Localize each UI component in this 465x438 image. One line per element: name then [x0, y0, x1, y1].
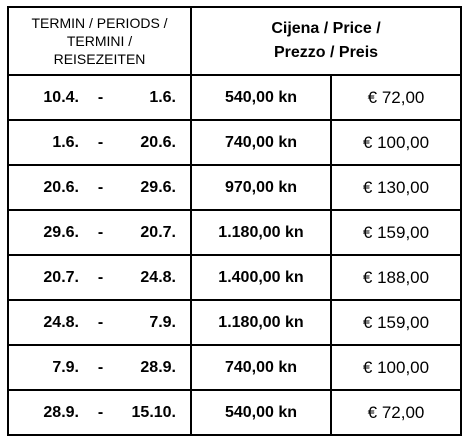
price-kn-cell: 1.180,00 kn: [190, 299, 332, 346]
price-kn-cell: 1.400,00 kn: [190, 254, 332, 301]
period-separator: -: [97, 133, 104, 151]
price-kn-cell: 540,00 kn: [190, 74, 332, 121]
period-cell: 7.9. - 28.9.: [7, 344, 192, 391]
period-end: 7.9.: [149, 313, 176, 331]
period-end: 20.6.: [140, 133, 176, 151]
period-separator: -: [97, 358, 104, 376]
price-column-header: Cijena / Price / Prezzo / Preis: [189, 6, 463, 76]
period-cell: 28.9. - 15.10.: [7, 389, 192, 436]
period-end: 24.8.: [140, 268, 176, 286]
price-header-line: Prezzo / Preis: [273, 44, 379, 61]
price-kn-cell: 1.180,00 kn: [190, 209, 332, 256]
price-eur-cell: € 100,00: [329, 344, 463, 391]
period-cell: 10.4. - 1.6.: [7, 74, 192, 121]
period-start: 7.9.: [52, 358, 79, 376]
table-row: 1.6. - 20.6. 740,00 kn € 100,00: [7, 119, 463, 166]
period-cell: 1.6. - 20.6.: [7, 119, 192, 166]
price-eur-cell: € 100,00: [329, 119, 463, 166]
period-start: 20.6.: [43, 178, 79, 196]
period-header-line: TERMINI /: [66, 33, 133, 49]
period-separator: -: [97, 268, 104, 286]
period-start: 28.9.: [43, 403, 79, 421]
period-separator: -: [97, 403, 104, 421]
price-header-line: Cijena / Price /: [271, 20, 381, 37]
period-end: 20.7.: [140, 223, 176, 241]
table-body: 10.4. -1.6. 540,00 kn € 72,00 1.6. -20.6. 740,…: [7, 74, 463, 436]
price-eur-cell: € 72,00: [329, 74, 463, 121]
price-kn-cell: 740,00 kn: [190, 119, 332, 166]
price-eur-cell: € 130,00: [329, 164, 463, 211]
price-eur-cell: € 72,00: [329, 389, 463, 436]
period-start: 20.7.: [43, 268, 79, 286]
period-cell: 29.6. - 20.7.: [7, 209, 192, 256]
price-eur-cell: € 159,00: [329, 299, 463, 346]
period-cell: 20.6. - 29.6.: [7, 164, 192, 211]
header-row: TERMIN / PERIODS / TERMINI / REISEZEITEN…: [7, 6, 463, 76]
period-separator: -: [97, 223, 104, 241]
period-header-line: TERMIN / PERIODS /: [31, 15, 168, 31]
table-row: 20.6. - 29.6. 970,00 kn € 130,00: [7, 164, 463, 211]
period-end: 1.6.: [149, 88, 176, 106]
period-end: 29.6.: [140, 178, 176, 196]
period-cell: 20.7. - 24.8.: [7, 254, 192, 301]
table-row: 20.7. - 24.8. 1.400,00 kn € 188,00: [7, 254, 463, 301]
period-start: 1.6.: [52, 133, 79, 151]
price-eur-cell: € 159,00: [329, 209, 463, 256]
price-kn-cell: 970,00 kn: [190, 164, 332, 211]
period-header-line: REISEZEITEN: [53, 51, 146, 67]
table-row: 10.4. - 1.6. 540,00 kn € 72,00: [7, 74, 463, 121]
table-row: 24.8. - 7.9. 1.180,00 kn € 159,00: [7, 299, 463, 346]
period-column-header: TERMIN / PERIODS / TERMINI / REISEZEITEN: [7, 6, 192, 76]
table-row: 28.9. - 15.10. 540,00 kn € 72,00: [7, 389, 463, 436]
table-row: 29.6. - 20.7. 1.180,00 kn € 159,00: [7, 209, 463, 256]
price-eur-cell: € 188,00: [329, 254, 463, 301]
period-start: 10.4.: [43, 88, 79, 106]
period-cell: 24.8. - 7.9.: [7, 299, 192, 346]
period-start: 24.8.: [43, 313, 79, 331]
period-end: 15.10.: [131, 403, 176, 421]
period-end: 28.9.: [140, 358, 176, 376]
period-start: 29.6.: [43, 223, 79, 241]
period-separator: -: [97, 178, 104, 196]
table-row: 7.9. - 28.9. 740,00 kn € 100,00: [7, 344, 463, 391]
price-table: TERMIN / PERIODS / TERMINI / REISEZEITEN…: [7, 6, 463, 436]
price-kn-cell: 540,00 kn: [190, 389, 332, 436]
period-separator: -: [97, 313, 104, 331]
period-separator: -: [97, 88, 104, 106]
price-kn-cell: 740,00 kn: [190, 344, 332, 391]
